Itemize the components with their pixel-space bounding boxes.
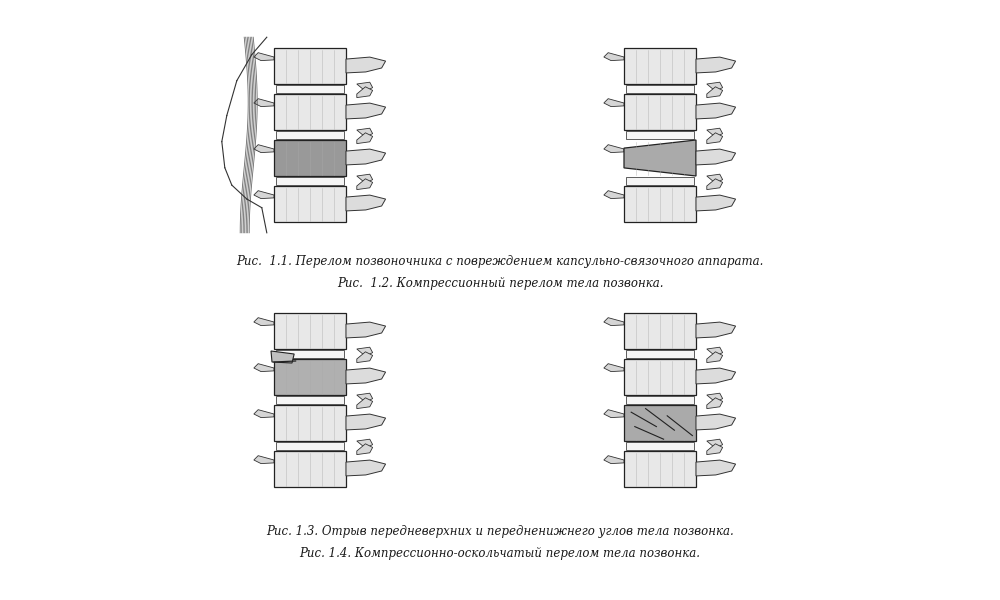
Polygon shape	[624, 359, 696, 395]
Polygon shape	[357, 82, 373, 91]
Polygon shape	[276, 350, 344, 358]
Polygon shape	[624, 313, 696, 349]
Polygon shape	[626, 396, 694, 404]
Polygon shape	[357, 439, 373, 448]
Polygon shape	[357, 174, 373, 183]
Polygon shape	[254, 145, 274, 152]
Polygon shape	[604, 455, 624, 464]
Polygon shape	[604, 191, 624, 199]
Polygon shape	[626, 177, 694, 185]
Polygon shape	[254, 364, 274, 371]
Text: Рис. 1.4. Компрессионно-оскольчатый перелом тела позвонка.: Рис. 1.4. Компрессионно-оскольчатый пере…	[300, 547, 700, 559]
Polygon shape	[624, 186, 696, 222]
Polygon shape	[624, 451, 696, 487]
Polygon shape	[696, 368, 736, 384]
Polygon shape	[276, 442, 344, 450]
Polygon shape	[346, 149, 386, 165]
Polygon shape	[626, 350, 694, 358]
Polygon shape	[276, 177, 344, 185]
Polygon shape	[346, 414, 386, 430]
Polygon shape	[626, 131, 694, 139]
Polygon shape	[604, 410, 624, 418]
Polygon shape	[346, 57, 386, 73]
Polygon shape	[696, 460, 736, 476]
Polygon shape	[357, 352, 373, 362]
Polygon shape	[357, 133, 373, 143]
Text: Рис.  1.1. Перелом позвоночника с повреждением капсульно-связочного аппарата.: Рис. 1.1. Перелом позвоночника с поврежд…	[236, 254, 764, 268]
Polygon shape	[274, 94, 346, 130]
Polygon shape	[346, 103, 386, 119]
Polygon shape	[346, 368, 386, 384]
Polygon shape	[707, 347, 723, 356]
Polygon shape	[707, 133, 723, 143]
Polygon shape	[707, 174, 723, 183]
Polygon shape	[274, 405, 346, 441]
Polygon shape	[274, 140, 346, 176]
Polygon shape	[274, 313, 346, 349]
Polygon shape	[696, 57, 736, 73]
Polygon shape	[696, 103, 736, 119]
Polygon shape	[346, 195, 386, 211]
Polygon shape	[357, 179, 373, 190]
Polygon shape	[707, 439, 723, 448]
Polygon shape	[626, 85, 694, 93]
Polygon shape	[274, 48, 346, 84]
Polygon shape	[696, 149, 736, 165]
Polygon shape	[696, 322, 736, 338]
Polygon shape	[626, 442, 694, 450]
Text: Рис.  1.2. Компрессионный перелом тела позвонка.: Рис. 1.2. Компрессионный перелом тела по…	[337, 277, 663, 289]
Polygon shape	[696, 195, 736, 211]
Polygon shape	[624, 94, 696, 130]
Polygon shape	[696, 414, 736, 430]
Polygon shape	[276, 85, 344, 93]
Polygon shape	[276, 396, 344, 404]
Polygon shape	[604, 364, 624, 371]
Polygon shape	[707, 444, 723, 455]
Polygon shape	[274, 186, 346, 222]
Polygon shape	[707, 82, 723, 91]
Polygon shape	[707, 87, 723, 98]
Polygon shape	[707, 352, 723, 362]
Polygon shape	[276, 131, 344, 139]
Polygon shape	[271, 351, 294, 363]
Polygon shape	[274, 359, 346, 395]
Polygon shape	[357, 87, 373, 98]
Text: Рис. 1.3. Отрыв передневерхних и передненижнего углов тела позвонка.: Рис. 1.3. Отрыв передневерхних и передне…	[266, 524, 734, 538]
Polygon shape	[357, 393, 373, 402]
Polygon shape	[346, 322, 386, 338]
Polygon shape	[707, 128, 723, 137]
Polygon shape	[254, 317, 274, 326]
Polygon shape	[254, 98, 274, 107]
Polygon shape	[604, 317, 624, 326]
Polygon shape	[624, 405, 696, 441]
Polygon shape	[707, 393, 723, 402]
Polygon shape	[707, 179, 723, 190]
Polygon shape	[604, 145, 624, 152]
Polygon shape	[357, 444, 373, 455]
Polygon shape	[624, 140, 696, 176]
Polygon shape	[624, 48, 696, 84]
Polygon shape	[604, 98, 624, 107]
Polygon shape	[604, 53, 624, 61]
Polygon shape	[254, 410, 274, 418]
Polygon shape	[254, 455, 274, 464]
Polygon shape	[357, 128, 373, 137]
Polygon shape	[346, 460, 386, 476]
Polygon shape	[357, 398, 373, 409]
Polygon shape	[357, 347, 373, 356]
Polygon shape	[254, 53, 274, 61]
Polygon shape	[274, 451, 346, 487]
Polygon shape	[254, 191, 274, 199]
Polygon shape	[707, 398, 723, 409]
